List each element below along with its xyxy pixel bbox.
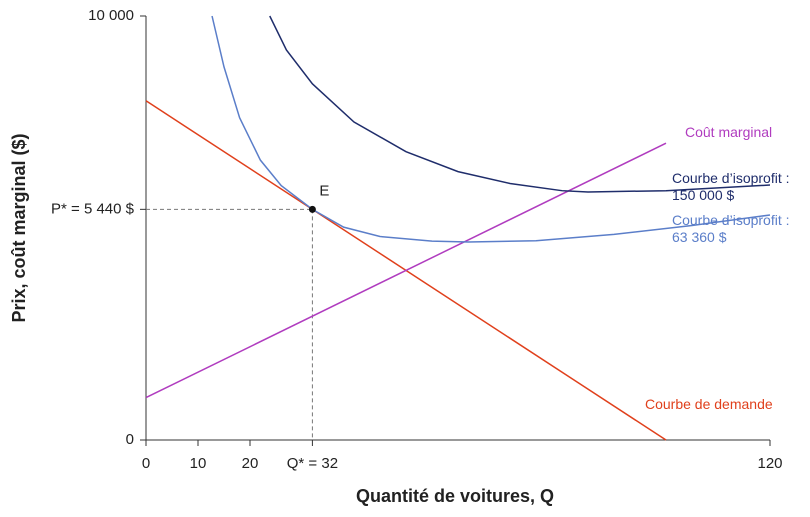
series-label: Courbe d’isoprofit : 150 000 $	[672, 170, 790, 203]
x-tick-label: 10	[190, 455, 207, 472]
y-tick-label: P* = 5 440 $	[51, 200, 135, 217]
y-tick-label: 10 000	[88, 7, 134, 24]
x-axis-title: Quantité de voitures, Q	[356, 486, 554, 506]
point-label: E	[319, 182, 329, 199]
x-tick-label: 0	[142, 455, 150, 472]
series-label: Coût marginal	[685, 124, 773, 140]
series-line	[269, 15, 771, 193]
series-line	[145, 142, 667, 399]
x-tick-label: 120	[757, 455, 782, 472]
series-line	[211, 15, 771, 243]
series-label: Courbe de demande	[645, 396, 773, 412]
x-tick-label: 20	[242, 455, 259, 472]
x-tick-label: Q* = 32	[287, 455, 338, 472]
y-axis-title: Prix, coût marginal ($)	[9, 133, 29, 322]
point-e	[308, 205, 316, 213]
y-tick-label: 0	[126, 431, 134, 448]
series-label: Courbe d’isoprofit : 63 360 $	[672, 212, 790, 245]
